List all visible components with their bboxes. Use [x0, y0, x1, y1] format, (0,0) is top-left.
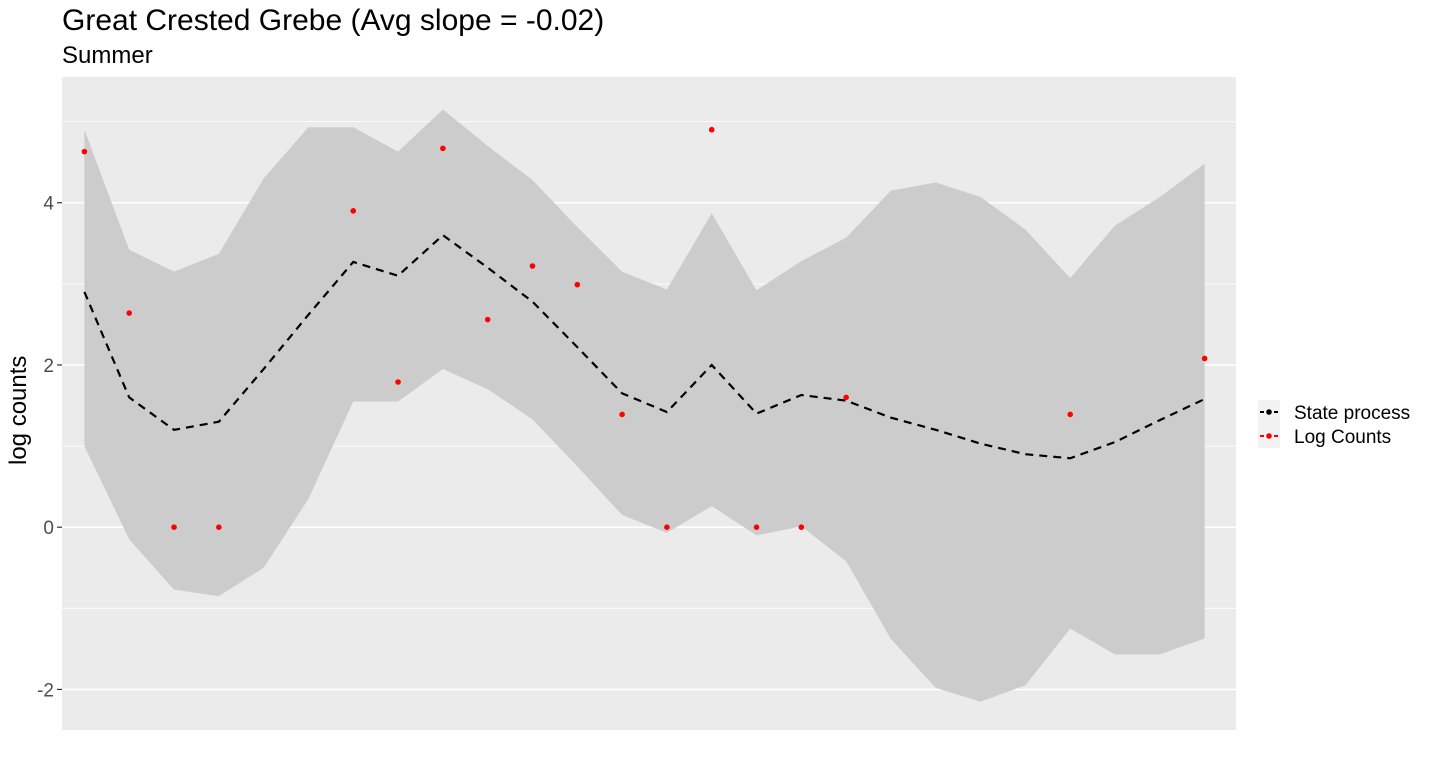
log-count-point [81, 148, 88, 155]
legend-label: Log Counts [1294, 427, 1391, 448]
log-count-point [619, 411, 625, 418]
log-count-point [484, 316, 491, 323]
legend-key-point [1266, 409, 1272, 415]
log-count-point [708, 126, 715, 133]
log-count-points [81, 126, 1208, 531]
log-count-point [350, 208, 357, 214]
log-count-point [216, 524, 222, 531]
log-count-point [664, 524, 670, 531]
legend-label: State process [1294, 403, 1410, 424]
y-tick-label: 2 [43, 356, 54, 377]
y-tick-label: 0 [43, 518, 54, 539]
y-tick-label: 4 [43, 194, 54, 215]
log-count-point [753, 524, 760, 531]
log-count-point [171, 524, 177, 531]
log-count-point [1067, 411, 1074, 418]
log-count-point [1201, 355, 1208, 362]
log-count-point [440, 145, 446, 152]
log-count-point [529, 263, 536, 269]
legend: State process Log Counts [1258, 400, 1410, 448]
confidence-band [84, 109, 1205, 702]
chart-title: Great Crested Grebe (Avg slope = -0.02) [62, 4, 605, 37]
log-count-point [126, 310, 133, 316]
chart-subtitle: Summer [62, 42, 153, 69]
y-tick-label: -2 [37, 680, 54, 701]
log-count-point [843, 394, 849, 401]
legend-key-point [1266, 433, 1272, 439]
state-process-line [83, 233, 1206, 460]
log-count-point [574, 281, 581, 288]
log-count-point [395, 379, 401, 385]
log-count-point [798, 524, 805, 531]
y-axis-ticks: -2 0 2 4 [37, 194, 62, 701]
